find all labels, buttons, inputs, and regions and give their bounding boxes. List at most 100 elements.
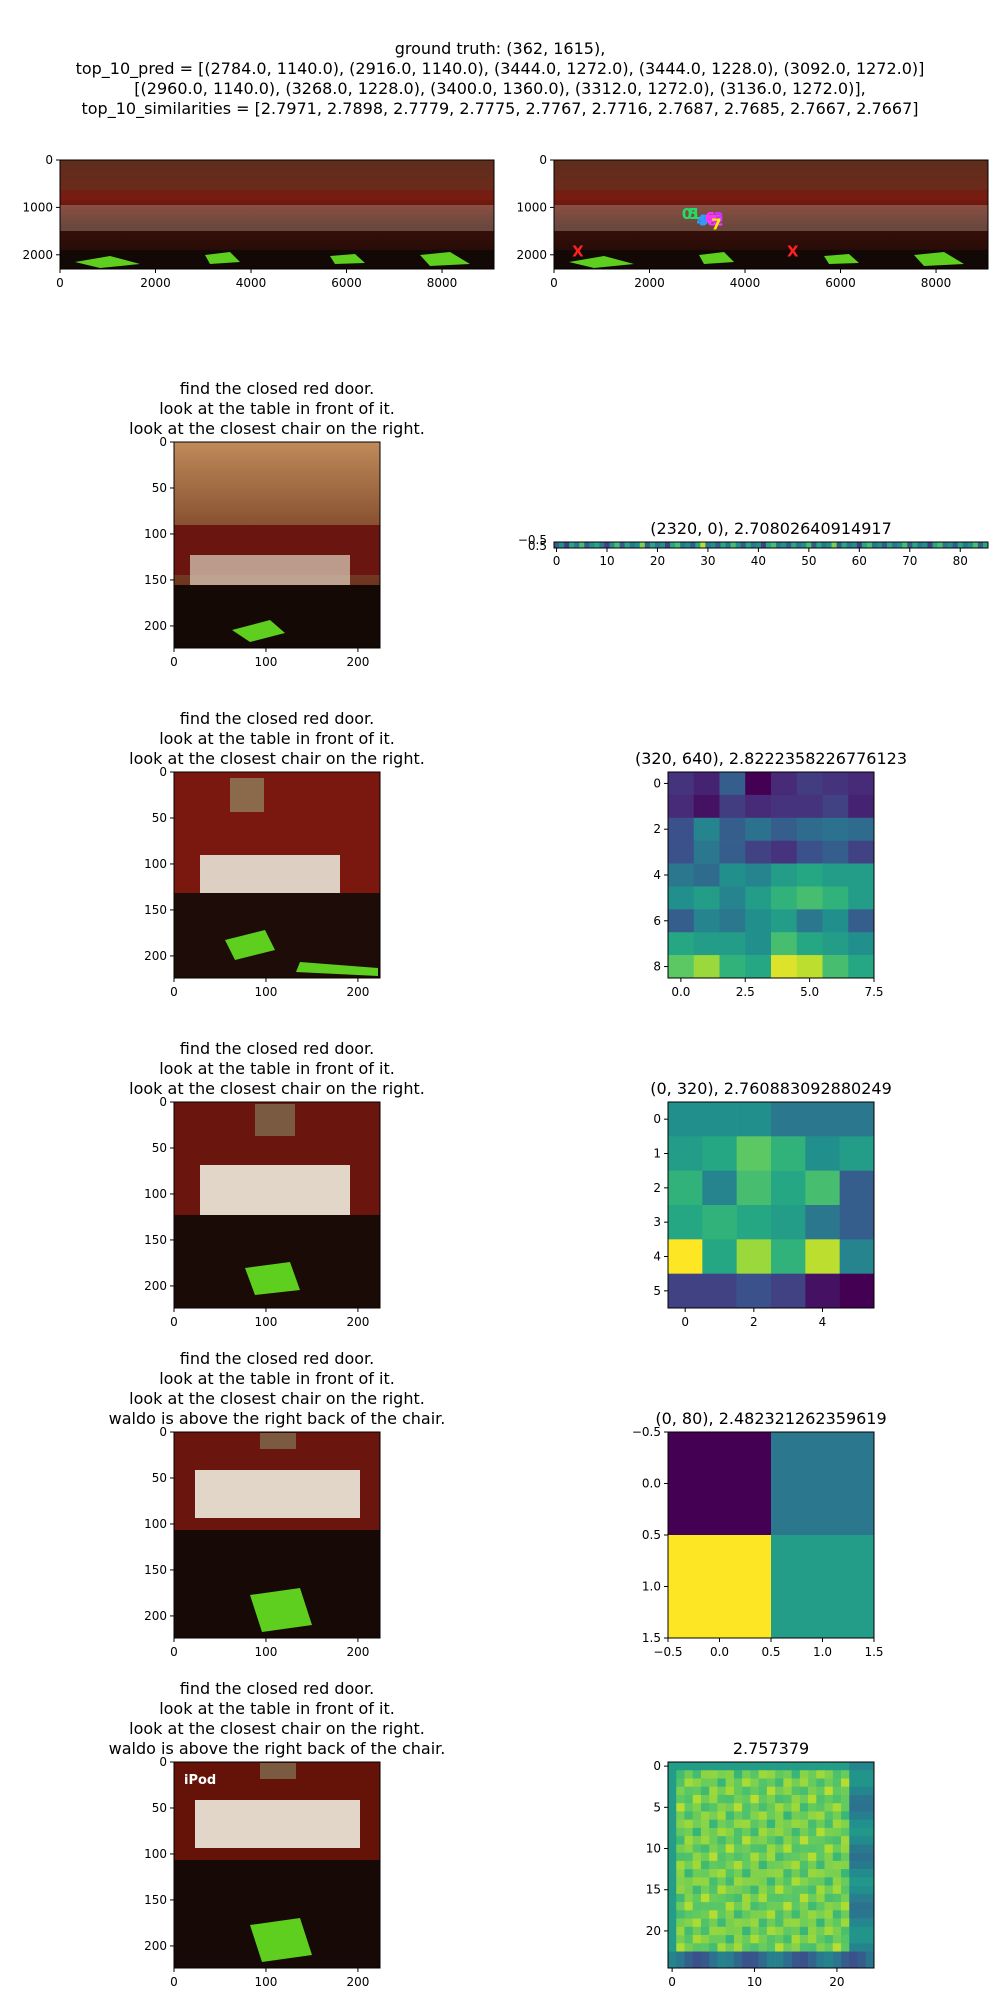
heat3-cell (805, 1170, 840, 1206)
heat5-cell (676, 1902, 685, 1911)
heat-1-cell (922, 542, 928, 548)
heat5-cell (841, 1893, 850, 1903)
heat3-cell (839, 1205, 875, 1240)
heat5-cell (684, 1951, 694, 1961)
view-3-xtick-label: 100 (255, 1315, 278, 1329)
heat-4-panel (667, 1431, 875, 1639)
heat5-cell (841, 1844, 850, 1853)
heat5-cell (832, 1869, 842, 1878)
heat5-cell (865, 1935, 875, 1944)
heat5-cell (733, 1811, 743, 1820)
heat5-cell (733, 1762, 743, 1771)
heat5-cell (808, 1893, 817, 1903)
heat2-cell (771, 863, 798, 887)
heat5-cell (816, 1885, 825, 1895)
heat5-cell (692, 1836, 702, 1845)
heat5-cell (783, 1918, 792, 1928)
heat5-cell (668, 1902, 677, 1911)
heat5-cell (791, 1803, 801, 1812)
heat2-cell (668, 932, 695, 956)
heat5-cell (857, 1852, 867, 1862)
heat3-cell (839, 1102, 875, 1137)
heat5-cell (733, 1794, 743, 1804)
heat5-cell (816, 1836, 825, 1845)
heat5-cell (717, 1935, 726, 1944)
heat5-cell (692, 1762, 702, 1771)
view-2-ytick-label: 150 (144, 903, 167, 917)
heat2-ytick-label: 2 (653, 822, 661, 836)
heat5-cell (709, 1902, 718, 1911)
heat5-cell (733, 1869, 743, 1878)
heat-3-frame (667, 1101, 875, 1309)
heat-1-cell (937, 542, 943, 548)
heat5-cell (832, 1910, 842, 1919)
heat5-cell (750, 1869, 759, 1878)
heat5-cell (865, 1902, 875, 1911)
heat5-cell (684, 1877, 694, 1886)
heat5-cell (692, 1770, 702, 1779)
heat-4-cells (668, 1432, 875, 1639)
heat5-cell (709, 1778, 718, 1788)
heat-1-cell (725, 542, 731, 548)
heat5-cell (668, 1852, 677, 1862)
heat5-cell (742, 1852, 751, 1862)
heat3-cell (839, 1239, 875, 1274)
heat5-cell (750, 1860, 759, 1870)
heat5-cell (709, 1794, 718, 1804)
view-5-xtick-label: 0 (170, 1975, 178, 1989)
view-2-image (174, 772, 380, 978)
heat5-cell (832, 1844, 842, 1853)
heat3-cell (771, 1170, 806, 1206)
heat5-cell (700, 1959, 710, 1969)
heat5-cell (725, 1819, 735, 1829)
heat5-cell (799, 1794, 809, 1804)
heat5-cell (857, 1803, 867, 1812)
heat5-cell (717, 1959, 726, 1969)
heat5-cell (709, 1926, 718, 1936)
heat2-cell (745, 955, 772, 979)
heat5-cell (824, 1926, 834, 1936)
heat2-cell (848, 932, 875, 956)
heat-1-cell (907, 542, 913, 548)
heat5-cell (750, 1811, 759, 1820)
heat5-cell (783, 1811, 792, 1820)
heat-1-cell (982, 542, 989, 548)
view-5-image (174, 1762, 380, 1968)
heat5-cell (808, 1926, 817, 1936)
heat2-cell (745, 863, 772, 887)
heat5-cell (742, 1893, 751, 1903)
view-3-frame (173, 1101, 381, 1309)
heat5-cell (849, 1902, 858, 1911)
heat-1-cell (559, 542, 565, 548)
heat5-cell (841, 1877, 850, 1886)
view-2-xtick-label: 0 (170, 985, 178, 999)
heat-1-cell (902, 542, 908, 548)
header-line-4: top_10_similarities = [2.7971, 2.7898, 2… (81, 99, 918, 119)
heat2-cell (693, 794, 720, 819)
heat-1-cell (690, 542, 696, 548)
heat5-cell (692, 1893, 702, 1903)
heat5-cell (725, 1778, 735, 1788)
heat5-cell (766, 1803, 776, 1812)
heat5-cell (766, 1852, 776, 1862)
heat5-cell (816, 1811, 825, 1820)
heat5-cell (775, 1893, 784, 1903)
heat5-cell (865, 1926, 875, 1936)
heat5-cell (832, 1951, 842, 1961)
heat5-cell (799, 1935, 809, 1944)
heat5-cell (791, 1918, 801, 1928)
heat-1-cell (750, 542, 757, 548)
heat5-cell (692, 1860, 702, 1870)
heat-1-cell (639, 542, 646, 548)
heat5-cell (758, 1959, 768, 1969)
view-5-panel: iPod (173, 1761, 381, 1969)
heat-1-cell (876, 542, 883, 548)
heat5-cell (841, 1836, 850, 1845)
heat5-cell (857, 1786, 867, 1796)
heat2-cell (796, 932, 823, 956)
heat5-cell (725, 1762, 735, 1771)
heat5-cell (865, 1951, 875, 1961)
view-1-title-line: look at the closest chair on the right. (129, 419, 425, 438)
panorama-left-ytick-label: 0 (45, 153, 53, 167)
